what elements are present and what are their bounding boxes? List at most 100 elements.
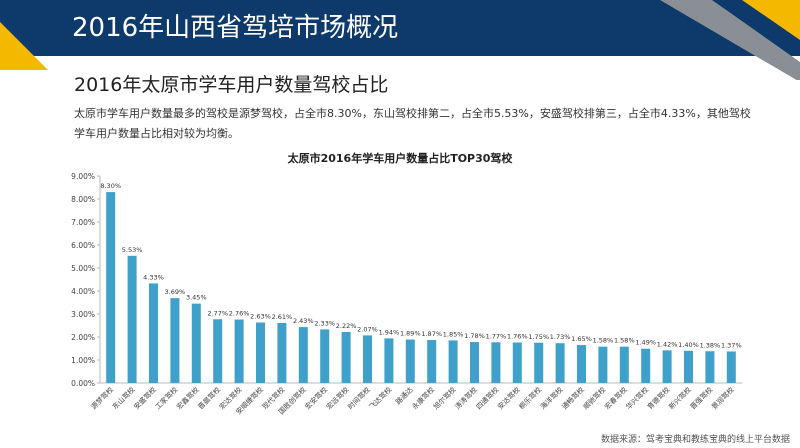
bar bbox=[341, 331, 351, 383]
bar bbox=[405, 339, 415, 383]
x-tick-label: 宏远驾校 bbox=[324, 385, 350, 411]
bar-value-label: 1.78% bbox=[464, 332, 485, 340]
y-tick-label: 6.00% bbox=[71, 241, 95, 250]
bar-value-label: 1.87% bbox=[421, 330, 442, 338]
bar bbox=[213, 319, 223, 383]
bar-value-label: 2.63% bbox=[250, 313, 271, 321]
x-tick-label: 四通驾校 bbox=[474, 385, 500, 411]
section-description: 太原市学车用户数量最多的驾校是源梦驾校，占全市8.30%，东山驾校排第二，占全市… bbox=[74, 107, 751, 140]
bar-value-label: 2.43% bbox=[293, 317, 314, 325]
bar bbox=[277, 322, 287, 383]
bar-value-label: 1.76% bbox=[507, 333, 528, 341]
x-tick-label: 新兴驾校 bbox=[667, 385, 693, 411]
bar-value-label: 1.49% bbox=[635, 339, 656, 347]
x-tick-label: 源梦驾校 bbox=[89, 385, 115, 411]
x-tick-label: 路通达 bbox=[394, 385, 415, 406]
y-tick-label: 1.00% bbox=[71, 356, 95, 365]
bar-value-label: 1.94% bbox=[379, 328, 400, 336]
chart-title: 太原市2016年学车用户数量占比TOP30驾校 bbox=[287, 152, 513, 165]
bar-value-label: 1.37% bbox=[721, 341, 742, 349]
bar-value-label: 3.69% bbox=[165, 288, 186, 296]
bar bbox=[577, 345, 586, 383]
bar bbox=[298, 327, 308, 383]
bar bbox=[320, 329, 330, 383]
x-tick-label: 景润驾校 bbox=[710, 385, 736, 411]
bar-value-label: 3.45% bbox=[186, 294, 207, 302]
bar bbox=[619, 346, 629, 383]
bar-value-label: 1.75% bbox=[528, 333, 549, 341]
bar bbox=[191, 303, 201, 383]
bar-value-label: 5.53% bbox=[122, 246, 143, 254]
bar-value-label: 2.22% bbox=[336, 322, 357, 330]
x-tick-label: 涛涛驾校 bbox=[453, 385, 479, 411]
bar-value-label: 1.40% bbox=[678, 341, 699, 349]
bar-value-label: 2.76% bbox=[229, 310, 250, 318]
bar-value-label: 1.42% bbox=[657, 340, 678, 348]
bar bbox=[555, 343, 565, 383]
bar-value-label: 4.33% bbox=[143, 273, 164, 281]
bar bbox=[256, 322, 265, 383]
bar-value-label: 1.89% bbox=[400, 330, 421, 338]
bar bbox=[726, 351, 736, 383]
x-tick-label: 华兴驾校 bbox=[624, 385, 650, 411]
x-tick-label: 时间驾校 bbox=[346, 385, 372, 411]
bar bbox=[127, 255, 137, 383]
bar-value-label: 1.85% bbox=[443, 330, 464, 338]
bar-value-label: 1.58% bbox=[593, 337, 614, 345]
bar bbox=[598, 346, 608, 383]
x-tick-label: 宏安驾校 bbox=[303, 385, 329, 411]
x-tick-label: 安盛驾校 bbox=[132, 385, 158, 411]
header-decoration bbox=[0, 0, 800, 80]
bar bbox=[641, 348, 651, 383]
bar bbox=[106, 192, 116, 383]
x-tick-label: 育德驾校 bbox=[645, 385, 671, 411]
bar-value-label: 2.33% bbox=[314, 319, 335, 327]
x-tick-label: 晋强驾校 bbox=[688, 385, 714, 411]
bar-value-label: 2.61% bbox=[272, 313, 293, 321]
y-tick-label: 4.00% bbox=[71, 287, 95, 296]
bar bbox=[470, 342, 479, 383]
bar bbox=[534, 342, 544, 383]
bar-value-label: 1.65% bbox=[571, 335, 592, 343]
bar-value-label: 2.07% bbox=[357, 325, 378, 333]
y-tick-label: 2.00% bbox=[71, 333, 95, 342]
x-tick-label: 晋晨驾校 bbox=[196, 385, 222, 411]
x-tick-label: 宏春驾校 bbox=[603, 385, 629, 411]
data-source: 数据来源：驾考宝典和教练宝典的线上平台数据 bbox=[600, 435, 790, 445]
bar bbox=[662, 350, 672, 383]
bar bbox=[234, 319, 244, 383]
header-bar bbox=[0, 0, 800, 56]
y-tick-label: 5.00% bbox=[71, 264, 95, 273]
x-tick-label: 安达驾校 bbox=[496, 385, 522, 411]
x-tick-label: 宏鑫驾校 bbox=[175, 385, 201, 411]
bar bbox=[512, 342, 522, 383]
x-tick-label: 顺驰驾校 bbox=[581, 385, 607, 411]
y-tick-label: 3.00% bbox=[71, 310, 95, 319]
right-yellow-accent bbox=[742, 0, 800, 40]
bar-value-label: 1.58% bbox=[614, 337, 635, 345]
y-tick-label: 7.00% bbox=[71, 218, 95, 227]
bar bbox=[363, 335, 372, 383]
bar-value-label: 1.38% bbox=[700, 341, 721, 349]
bar bbox=[705, 351, 715, 383]
bar bbox=[684, 350, 693, 383]
bar bbox=[149, 283, 158, 383]
x-tick-label: 永康驾校 bbox=[410, 385, 436, 411]
y-tick-label: 9.00% bbox=[71, 172, 95, 181]
y-tick-label: 0.00% bbox=[71, 379, 95, 388]
x-tick-label: 海洋驾校 bbox=[538, 385, 564, 411]
bar bbox=[384, 338, 394, 383]
bar-value-label: 1.77% bbox=[486, 332, 507, 340]
x-tick-label: 通畅驾校 bbox=[560, 385, 586, 411]
bar bbox=[170, 298, 180, 383]
bar-value-label: 1.73% bbox=[550, 333, 571, 341]
bar bbox=[448, 340, 458, 383]
y-tick-label: 8.00% bbox=[71, 195, 95, 204]
section-title: 2016年太原市学车用户数量驾校占比 bbox=[74, 74, 389, 96]
bar-value-label: 8.30% bbox=[100, 182, 121, 190]
page-title: 2016年山西省驾培市场概况 bbox=[72, 13, 399, 43]
x-tick-label: 飞达驾校 bbox=[367, 385, 393, 411]
right-gray-accent bbox=[660, 0, 800, 80]
bar bbox=[427, 339, 437, 383]
